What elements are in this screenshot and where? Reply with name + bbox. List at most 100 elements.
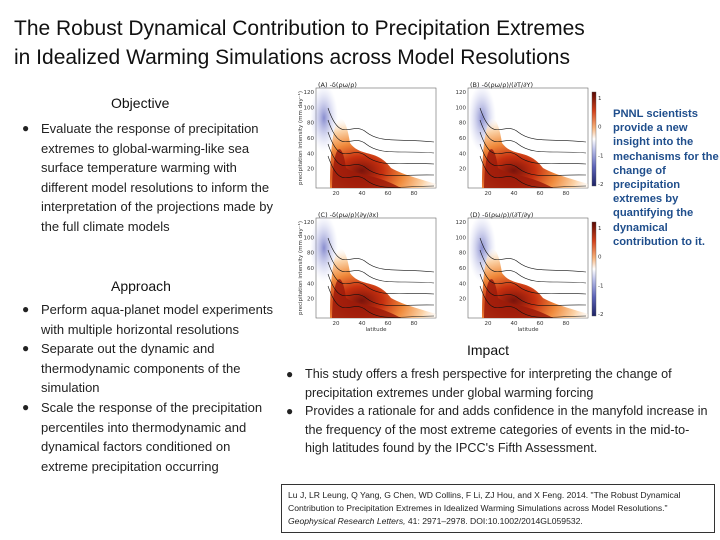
objective-bullet: ● Evaluate the response of precipitation …: [22, 121, 273, 234]
approach-bullet: ● Scale the response of the precipitation…: [22, 399, 263, 474]
colorbar-tick-label: -1: [598, 283, 603, 289]
colorbar: [591, 91, 597, 187]
peak-shading: [332, 149, 401, 188]
title-line-1: The Robust Dynamical Contribution to Pre…: [14, 17, 585, 40]
x-axis-label: latitude: [365, 327, 387, 333]
x-tick-label: 40: [511, 191, 518, 197]
panel-label: (D) -δ(ρω/ρ)/(∂T/∂y): [470, 211, 533, 219]
y-tick-label: 100: [304, 105, 315, 111]
citation-box: Lu J, LR Leung, Q Yang, G Chen, WD Colli…: [281, 484, 715, 533]
figure-panel: [467, 84, 597, 189]
peak-shading: [484, 279, 553, 318]
impact-bullet: ● This study offers a fresh perspective f…: [286, 367, 672, 400]
negative-shading: [310, 84, 338, 152]
figure-panel: [467, 214, 597, 319]
y-tick-label: 80: [459, 121, 466, 127]
x-tick-label: 40: [359, 191, 366, 197]
negative-shading: [310, 214, 338, 282]
slide-title: The Robust Dynamical Contribution to Pre…: [14, 14, 704, 72]
contour-line: [479, 285, 587, 318]
colorbar: [591, 221, 597, 317]
y-tick-label: 60: [307, 266, 314, 272]
y-tick-label: 80: [307, 121, 314, 127]
pnnl-callout: PNNL scientists provide a new insight in…: [613, 108, 719, 248]
x-tick-label: 40: [511, 321, 518, 327]
x-axis-label: latitude: [517, 327, 539, 333]
contour-line: [327, 131, 435, 165]
bullet-dot-icon: ●: [22, 121, 30, 135]
objective-list: ● Evaluate the response of precipitation …: [17, 119, 279, 237]
panel-label: (B) -δ(ρω/ρ)/(∂T/∂Y): [470, 81, 533, 89]
y-tick-label: 40: [307, 281, 314, 287]
contour-line: [479, 155, 587, 188]
contour-line: [327, 237, 435, 273]
positive-shading: [330, 248, 436, 318]
bullet-dot-icon: ●: [286, 404, 294, 419]
x-tick-label: 20: [333, 191, 340, 197]
objective-heading: Objective: [111, 95, 170, 111]
x-tick-label: 80: [411, 321, 418, 327]
y-tick-label: 120: [456, 90, 467, 96]
colorbar-tick-label: -2: [598, 312, 603, 318]
colorbar-tick-label: 0: [598, 125, 602, 131]
colorbar-tick-label: 1: [598, 96, 602, 102]
contour-line: [479, 261, 587, 295]
approach-bullet: ● Perform aqua-planet model experiments w…: [22, 302, 273, 337]
y-tick-label: 100: [456, 235, 467, 241]
y-tick-label: 20: [459, 167, 466, 173]
x-tick-label: 20: [485, 321, 492, 327]
y-tick-label: 120: [304, 90, 315, 96]
y-tick-label: 120: [456, 220, 467, 226]
y-tick-label: 120: [304, 220, 315, 226]
impact-list: ● This study offers a fresh perspective f…: [281, 365, 713, 458]
contour-line: [479, 131, 587, 165]
citation-authors: Lu J, LR Leung, Q Yang, G Chen, WD Colli…: [288, 490, 589, 500]
colorbar-tick-label: 1: [598, 226, 602, 232]
y-tick-label: 40: [459, 281, 466, 287]
colorbar-tick-label: 0: [598, 255, 602, 261]
title-line-2: in Idealized Warming Simulations across …: [14, 46, 570, 69]
y-tick-label: 100: [456, 105, 467, 111]
positive-shading: [482, 118, 588, 188]
y-axis-label: precipitation intensity (mm day⁻¹): [297, 91, 304, 185]
colorbar-tick-label: -1: [598, 153, 603, 159]
y-axis-label: precipitation intensity (mm day⁻¹): [297, 221, 304, 315]
x-tick-label: 80: [563, 191, 570, 197]
approach-list: ● Perform aqua-planet model experiments w…: [17, 300, 279, 476]
y-tick-label: 80: [459, 251, 466, 257]
peak-shading: [332, 279, 401, 318]
contour-line: [327, 285, 435, 318]
x-tick-label: 60: [537, 191, 544, 197]
y-tick-label: 20: [307, 167, 314, 173]
x-tick-label: 80: [563, 321, 570, 327]
contour-line: [327, 143, 435, 176]
contour-line: [327, 273, 435, 306]
contour-line: [327, 107, 435, 143]
bullet-dot-icon: ●: [22, 399, 30, 414]
x-tick-label: 60: [385, 321, 392, 327]
colorbar-tick-label: -2: [598, 182, 603, 188]
positive-shading: [330, 118, 436, 188]
impact-bullet: ● Provides a rationale for and adds confi…: [286, 404, 708, 456]
citation-journal: Geophysical Research Letters,: [288, 516, 406, 526]
x-tick-label: 60: [385, 191, 392, 197]
panel-label: (C) -δ(ρω/ρ)(∂y/∂x): [318, 211, 379, 219]
positive-shading: [482, 248, 588, 318]
contour-line: [479, 273, 587, 306]
x-tick-label: 20: [485, 191, 492, 197]
bullet-dot-icon: ●: [286, 367, 294, 381]
x-tick-label: 80: [411, 191, 418, 197]
y-tick-label: 40: [307, 151, 314, 157]
contour-line: [327, 261, 435, 295]
contour-line: [479, 143, 587, 176]
x-tick-label: 40: [359, 321, 366, 327]
contour-line: [479, 237, 587, 273]
contour-line: [327, 119, 435, 154]
y-tick-label: 80: [307, 251, 314, 257]
contour-line: [327, 249, 435, 284]
y-tick-label: 60: [459, 266, 466, 272]
figure-panel: [310, 214, 437, 319]
approach-heading: Approach: [111, 278, 171, 294]
y-tick-label: 60: [459, 136, 466, 142]
